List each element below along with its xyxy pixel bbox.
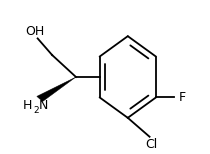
- Text: F: F: [179, 91, 186, 104]
- Text: OH: OH: [25, 25, 45, 38]
- Text: Cl: Cl: [146, 138, 158, 151]
- Text: 2: 2: [33, 106, 39, 115]
- Polygon shape: [37, 77, 76, 101]
- Text: N: N: [39, 99, 48, 112]
- Text: H: H: [23, 99, 33, 112]
